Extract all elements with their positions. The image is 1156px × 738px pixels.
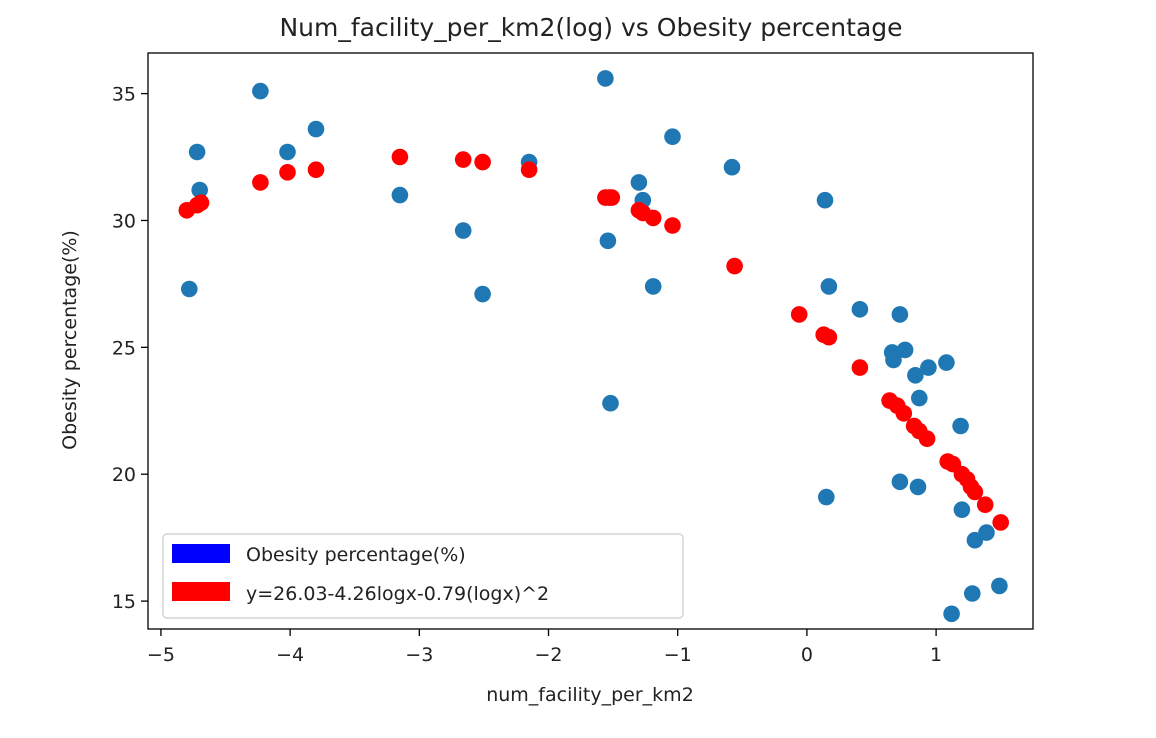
observed-point-37 <box>978 524 995 541</box>
fitted-point-7 <box>455 151 472 168</box>
fitted-point-20 <box>821 329 838 346</box>
y-tick-label: 25 <box>112 337 136 359</box>
observed-point-35 <box>964 585 981 602</box>
observed-point-28 <box>911 390 928 407</box>
fitted-point-12 <box>604 189 621 206</box>
fitted-point-8 <box>474 154 491 171</box>
observed-point-25 <box>892 474 909 491</box>
x-tick-label: 0 <box>801 644 813 666</box>
y-tick-label: 35 <box>112 84 136 106</box>
observed-point-38 <box>991 578 1008 595</box>
x-tick-label: −4 <box>276 644 304 666</box>
observed-point-24 <box>892 306 909 323</box>
fitted-point-6 <box>392 149 409 166</box>
observed-point-30 <box>920 359 937 376</box>
observed-point-34 <box>954 501 971 518</box>
x-tick-label: −1 <box>664 644 692 666</box>
fitted-point-3 <box>252 174 269 191</box>
observed-point-10 <box>597 70 614 87</box>
observed-point-11 <box>600 233 617 250</box>
observed-point-5 <box>308 121 325 138</box>
observed-point-3 <box>252 83 269 100</box>
observed-point-0 <box>181 281 198 298</box>
fitted-point-4 <box>279 164 296 181</box>
y-tick-label: 15 <box>112 591 136 613</box>
fitted-point-9 <box>521 161 538 178</box>
fitted-point-18 <box>791 306 808 323</box>
fitted-point-27 <box>919 430 936 447</box>
y-axis-label: Obesity percentage(%) <box>59 230 81 450</box>
y-tick-label: 20 <box>112 464 136 486</box>
observed-point-4 <box>279 144 296 161</box>
fitted-point-35 <box>992 514 1009 531</box>
fitted-point-5 <box>308 161 325 178</box>
observed-point-18 <box>817 192 834 209</box>
legend: Obesity percentage(%) y=26.03-4.26logx-0… <box>163 534 683 618</box>
observed-point-33 <box>952 418 969 435</box>
legend-swatch-observed <box>172 544 230 563</box>
x-axis-label: num_facility_per_km2 <box>486 684 694 706</box>
observed-point-21 <box>852 301 869 318</box>
x-tick-label: 1 <box>930 644 942 666</box>
fitted-point-34 <box>977 496 994 513</box>
observed-point-29 <box>910 479 927 496</box>
observed-point-15 <box>645 278 662 295</box>
legend-label-observed: Obesity percentage(%) <box>246 544 466 566</box>
x-axis: −5 −4 −3 −2 −1 0 1 <box>147 629 942 666</box>
observed-point-16 <box>664 128 681 145</box>
observed-point-1 <box>189 144 206 161</box>
observed-point-20 <box>821 278 838 295</box>
y-axis: 15 20 25 30 35 <box>112 84 148 613</box>
fitted-point-21 <box>852 359 869 376</box>
observed-point-13 <box>631 174 648 191</box>
observed-point-31 <box>938 354 955 371</box>
observed-point-26 <box>897 342 914 359</box>
observed-point-8 <box>474 286 491 303</box>
observed-point-32 <box>943 606 960 623</box>
observed-point-6 <box>392 187 409 204</box>
x-tick-label: −3 <box>405 644 433 666</box>
observed-point-7 <box>455 222 472 239</box>
legend-swatch-fit <box>172 582 230 601</box>
fitted-point-2 <box>193 194 210 211</box>
x-tick-label: −5 <box>147 644 175 666</box>
chart-title: Num_facility_per_km2(log) vs Obesity per… <box>279 13 902 42</box>
fitted-point-16 <box>664 217 681 234</box>
legend-label-fit: y=26.03-4.26logx-0.79(logx)^2 <box>246 583 549 605</box>
observed-point-17 <box>724 159 741 176</box>
fitted-point-17 <box>726 258 743 275</box>
y-tick-label: 30 <box>112 210 136 232</box>
x-tick-label: −2 <box>535 644 563 666</box>
observed-point-12 <box>602 395 619 412</box>
fitted-point-15 <box>645 210 662 227</box>
observed-point-19 <box>818 489 835 506</box>
